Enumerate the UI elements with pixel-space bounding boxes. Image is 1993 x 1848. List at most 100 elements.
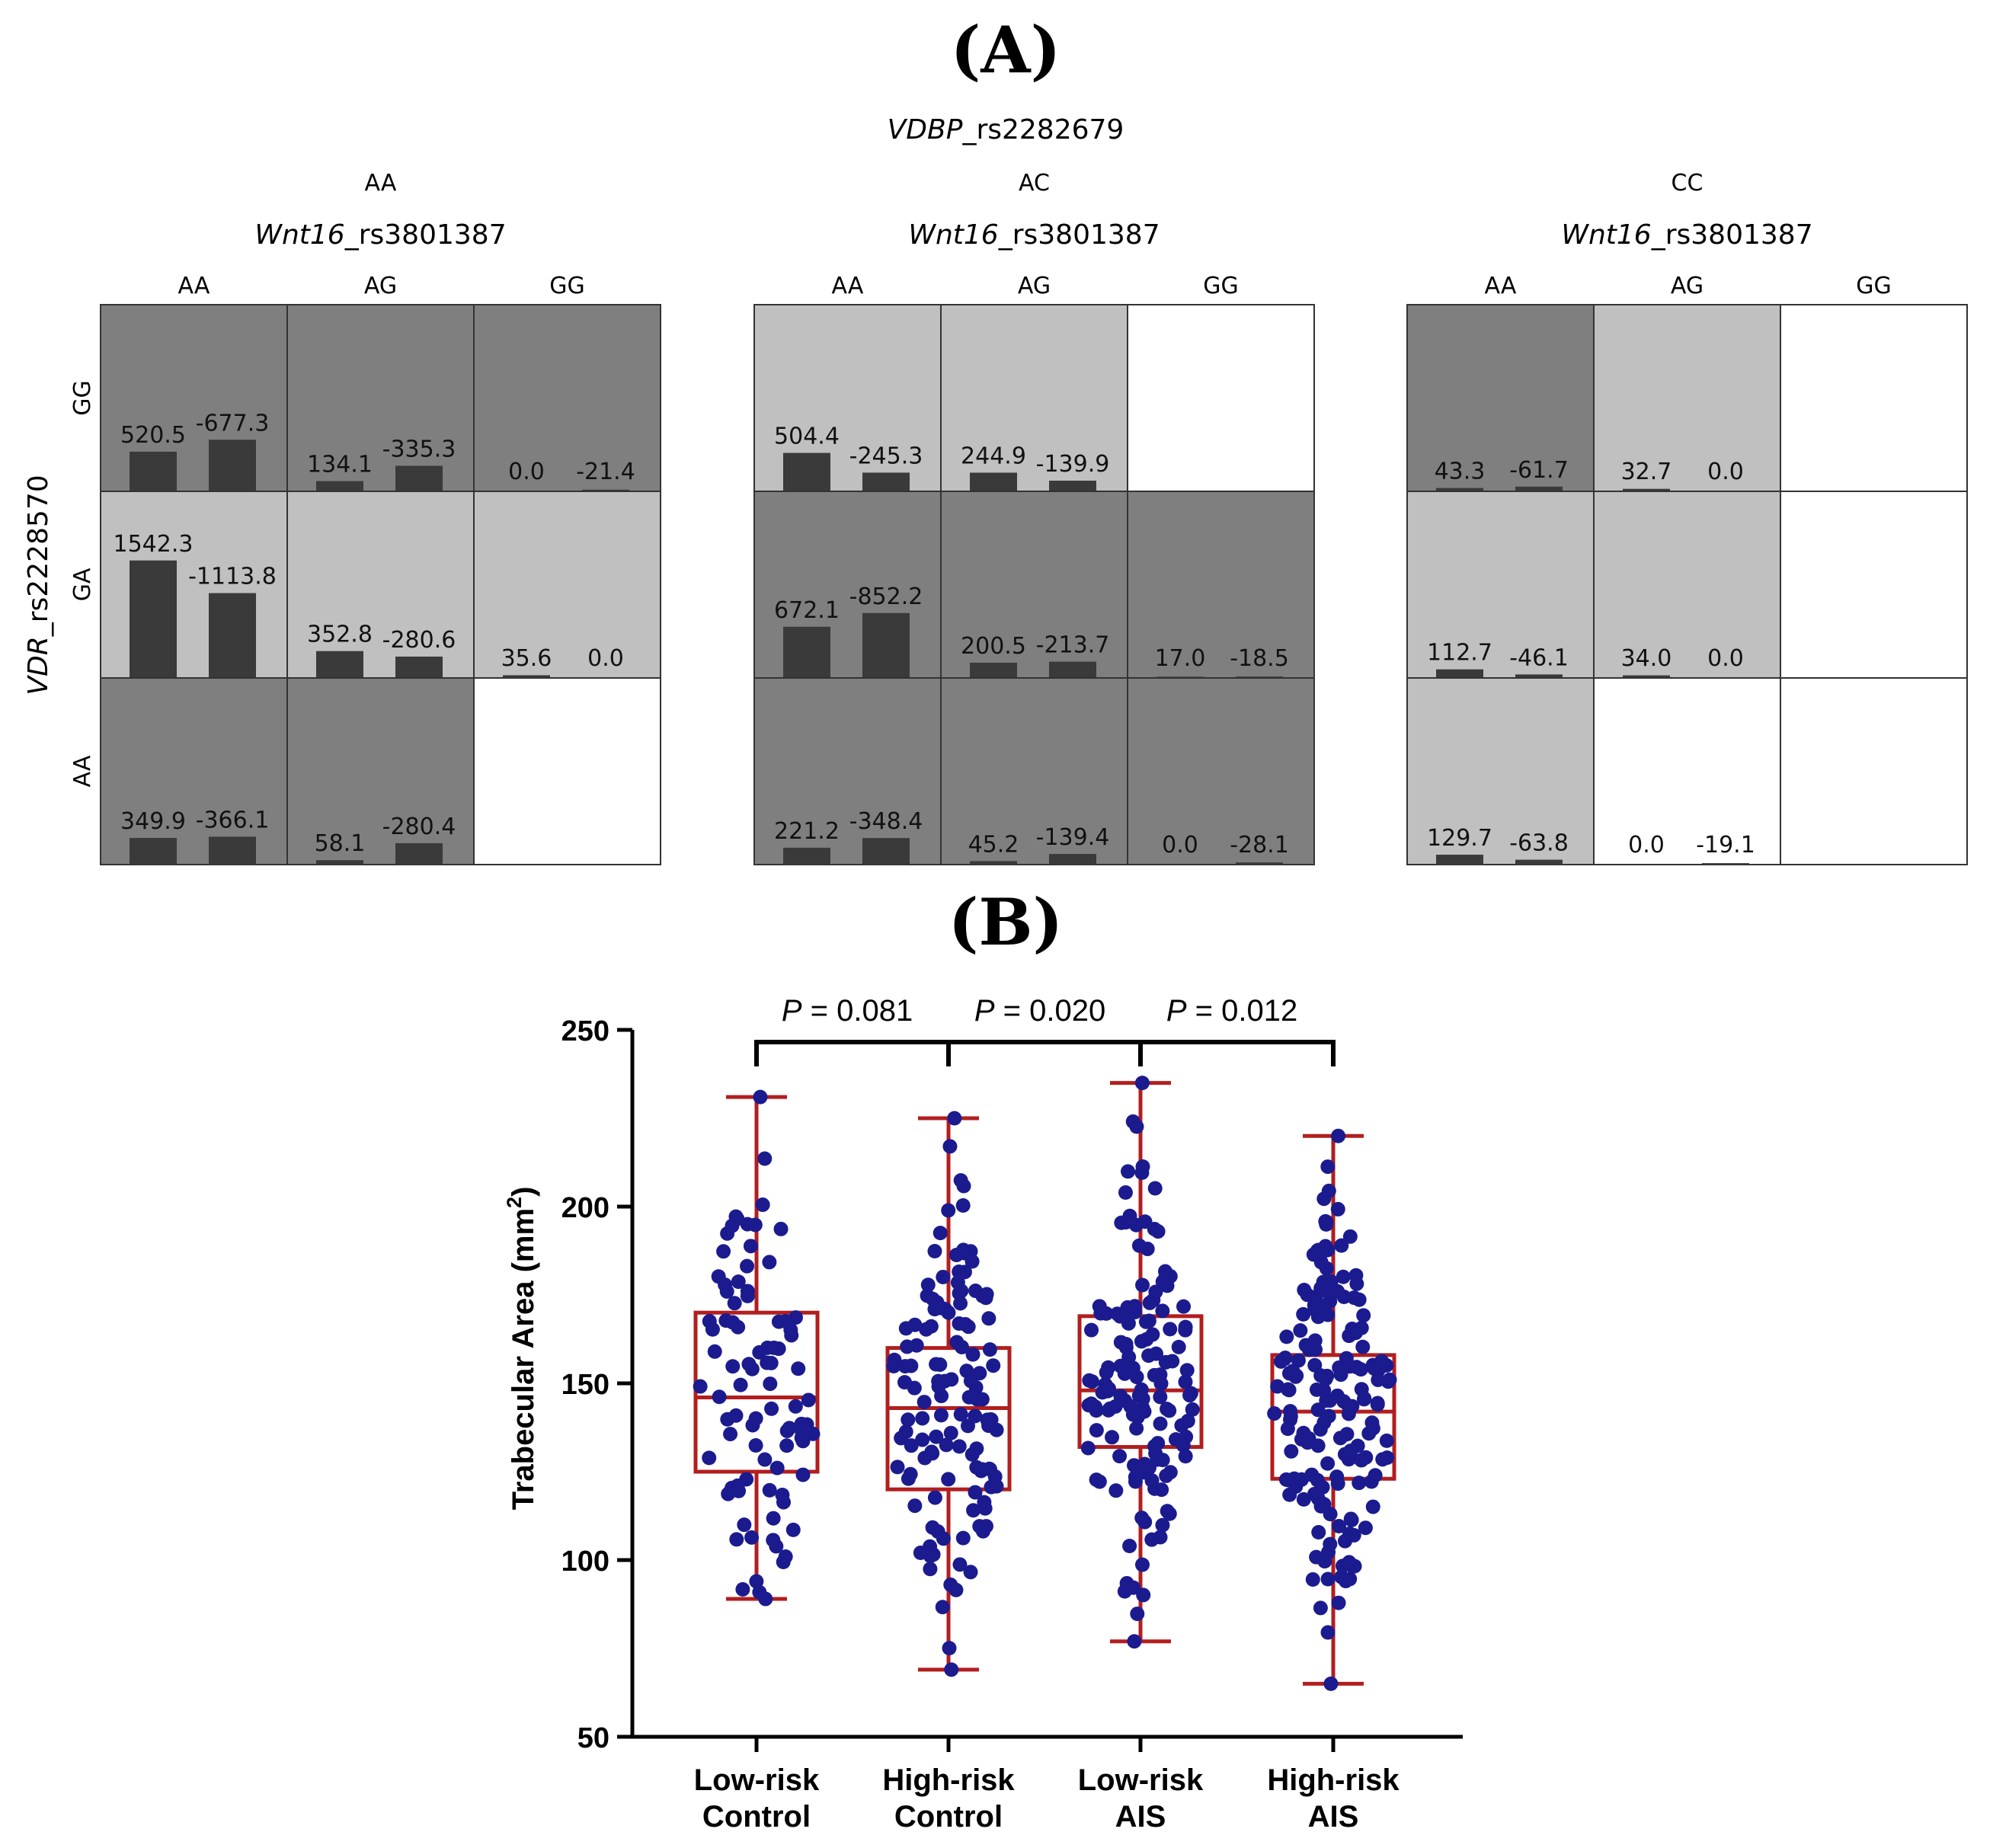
data-point	[1153, 1389, 1168, 1405]
data-point	[725, 1359, 741, 1374]
data-point	[981, 1311, 996, 1326]
vdr-genotype-ga: GA	[69, 568, 96, 601]
data-point	[766, 1511, 781, 1526]
data-point	[1284, 1444, 1299, 1459]
data-point	[1374, 1354, 1390, 1369]
control-bar	[1049, 661, 1096, 678]
data-point	[1354, 1382, 1369, 1397]
data-point	[733, 1377, 748, 1392]
data-point	[1137, 1514, 1153, 1530]
data-point	[752, 1344, 767, 1360]
data-point	[1158, 1354, 1173, 1370]
bar-value-label: -280.6	[382, 627, 456, 654]
data-point	[1336, 1290, 1352, 1305]
data-point	[1162, 1403, 1177, 1418]
data-point	[775, 1487, 790, 1502]
data-point	[741, 1357, 757, 1372]
data-point	[752, 1584, 767, 1600]
data-point	[1179, 1429, 1194, 1444]
data-point	[957, 1245, 972, 1261]
bar-value-label: 504.4	[774, 424, 840, 450]
x-tick-label: Low-risk	[1078, 1763, 1204, 1797]
bar-value-label: 221.2	[774, 818, 840, 845]
data-point	[947, 1111, 962, 1126]
data-point	[1309, 1549, 1324, 1565]
data-point	[1354, 1320, 1369, 1335]
data-point	[1282, 1487, 1297, 1502]
data-point	[936, 1269, 951, 1284]
data-point	[1296, 1306, 1311, 1322]
data-point	[1307, 1333, 1323, 1348]
data-point	[1126, 1580, 1141, 1595]
data-point	[740, 1288, 755, 1303]
data-point	[1309, 1382, 1324, 1397]
bar-value-label: -348.4	[849, 808, 923, 835]
control-bar	[1049, 481, 1096, 491]
data-point	[1160, 1504, 1175, 1519]
data-point	[942, 1139, 958, 1154]
data-point	[1313, 1280, 1329, 1296]
vdr-genotype-aa: AA	[69, 755, 96, 787]
bar-value-label: 0.0	[1707, 459, 1744, 485]
data-point	[1130, 1607, 1145, 1622]
data-point	[903, 1466, 918, 1482]
data-point	[1311, 1525, 1326, 1540]
data-point	[757, 1151, 773, 1166]
data-point	[779, 1423, 795, 1438]
data-point	[913, 1546, 928, 1561]
data-point	[725, 1480, 740, 1495]
data-point	[1321, 1183, 1336, 1198]
data-point	[1342, 1328, 1357, 1344]
data-point	[1336, 1269, 1351, 1284]
data-point	[731, 1274, 746, 1290]
data-point	[1127, 1634, 1142, 1649]
data-point	[1099, 1306, 1114, 1321]
data-point	[955, 1198, 971, 1213]
bar-value-label: -63.8	[1509, 830, 1569, 857]
data-point	[949, 1335, 965, 1350]
mdr-cell	[1406, 304, 1595, 492]
data-point	[950, 1275, 965, 1290]
x-tick-label: Control	[894, 1800, 1003, 1834]
data-point	[920, 1288, 935, 1303]
data-point	[705, 1322, 720, 1337]
data-point	[975, 1523, 990, 1539]
control-bar	[1049, 854, 1096, 865]
data-point	[1141, 1313, 1156, 1328]
data-point	[716, 1244, 731, 1259]
bar-value-label: -280.4	[382, 814, 456, 840]
y-tick-label: 100	[561, 1546, 609, 1578]
data-point	[737, 1517, 752, 1533]
mdr-cell	[1127, 677, 1315, 865]
data-point	[923, 1319, 939, 1334]
bar-value-label: -28.1	[1230, 832, 1289, 858]
data-point	[1155, 1517, 1170, 1533]
data-point	[1352, 1476, 1367, 1491]
bar-value-label: 134.1	[307, 452, 373, 478]
data-point	[1129, 1370, 1144, 1385]
data-point	[1293, 1323, 1308, 1338]
control-bar	[395, 465, 443, 491]
data-point	[755, 1197, 770, 1213]
data-point	[1155, 1303, 1170, 1319]
data-point	[1355, 1339, 1371, 1354]
data-point	[1313, 1600, 1328, 1616]
data-point	[785, 1522, 801, 1537]
data-point	[788, 1399, 803, 1414]
data-point	[952, 1439, 967, 1454]
bar-value-label: 0.0	[508, 459, 545, 485]
data-point	[1153, 1416, 1168, 1431]
data-point	[1134, 1334, 1149, 1349]
data-point	[720, 1412, 735, 1427]
data-point	[969, 1441, 984, 1456]
data-point	[955, 1530, 971, 1546]
data-point	[778, 1313, 793, 1328]
data-point	[963, 1565, 978, 1580]
data-point	[1318, 1213, 1333, 1229]
case-bar	[783, 847, 830, 865]
case-bar	[970, 861, 1017, 865]
bar-value-label: -213.7	[1036, 632, 1110, 659]
data-point	[1159, 1468, 1174, 1483]
data-point	[1102, 1381, 1117, 1396]
